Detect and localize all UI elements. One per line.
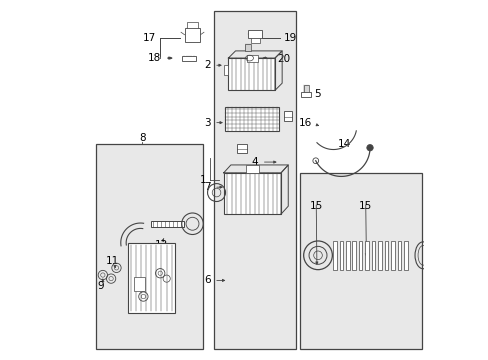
Bar [184, 28, 200, 42]
Bar [151, 221, 183, 226]
Text: 5: 5 [313, 89, 320, 99]
Text: 1: 1 [199, 175, 206, 185]
Text: 19: 19 [284, 33, 297, 43]
Bar [284, 111, 291, 121]
Text: 12: 12 [154, 276, 167, 286]
Text: 15: 15 [358, 201, 371, 211]
Bar [228, 58, 274, 90]
Bar [128, 243, 174, 313]
Bar [300, 173, 421, 348]
Bar [223, 173, 281, 214]
Bar [365, 241, 368, 270]
Bar [214, 12, 296, 348]
Bar [352, 241, 355, 270]
Bar [245, 165, 258, 173]
Bar [346, 241, 349, 270]
Bar [244, 44, 250, 51]
Bar [397, 241, 400, 270]
Bar [384, 241, 387, 270]
Bar [390, 241, 394, 270]
Text: 13: 13 [154, 239, 167, 249]
Text: 14: 14 [337, 139, 350, 149]
Bar [96, 144, 203, 348]
Bar [225, 107, 279, 131]
Bar [182, 55, 196, 61]
Bar [134, 277, 145, 291]
Text: 16: 16 [298, 118, 311, 128]
Bar [358, 241, 362, 270]
Text: 4: 4 [251, 157, 258, 167]
Bar [236, 144, 246, 153]
Bar [339, 241, 343, 270]
Bar [332, 241, 336, 270]
Text: 7: 7 [203, 182, 210, 192]
Bar [250, 39, 259, 43]
Bar [301, 92, 310, 97]
Text: 15: 15 [309, 201, 322, 211]
Text: 8: 8 [139, 133, 145, 143]
Bar [246, 55, 258, 62]
Text: 17: 17 [142, 33, 156, 43]
Text: 10: 10 [141, 300, 154, 310]
Text: 9: 9 [98, 281, 104, 291]
Text: 18: 18 [148, 53, 161, 63]
Text: 2: 2 [203, 60, 210, 70]
Bar [303, 85, 308, 92]
Bar [223, 65, 228, 75]
Bar [403, 241, 407, 270]
Circle shape [366, 144, 372, 151]
Text: 6: 6 [203, 275, 210, 285]
Bar [247, 31, 262, 39]
Bar [187, 22, 197, 28]
Text: 3: 3 [203, 118, 210, 128]
Bar [378, 241, 381, 270]
Bar [371, 241, 375, 270]
Text: 11: 11 [106, 256, 119, 266]
Text: 20: 20 [276, 54, 289, 64]
